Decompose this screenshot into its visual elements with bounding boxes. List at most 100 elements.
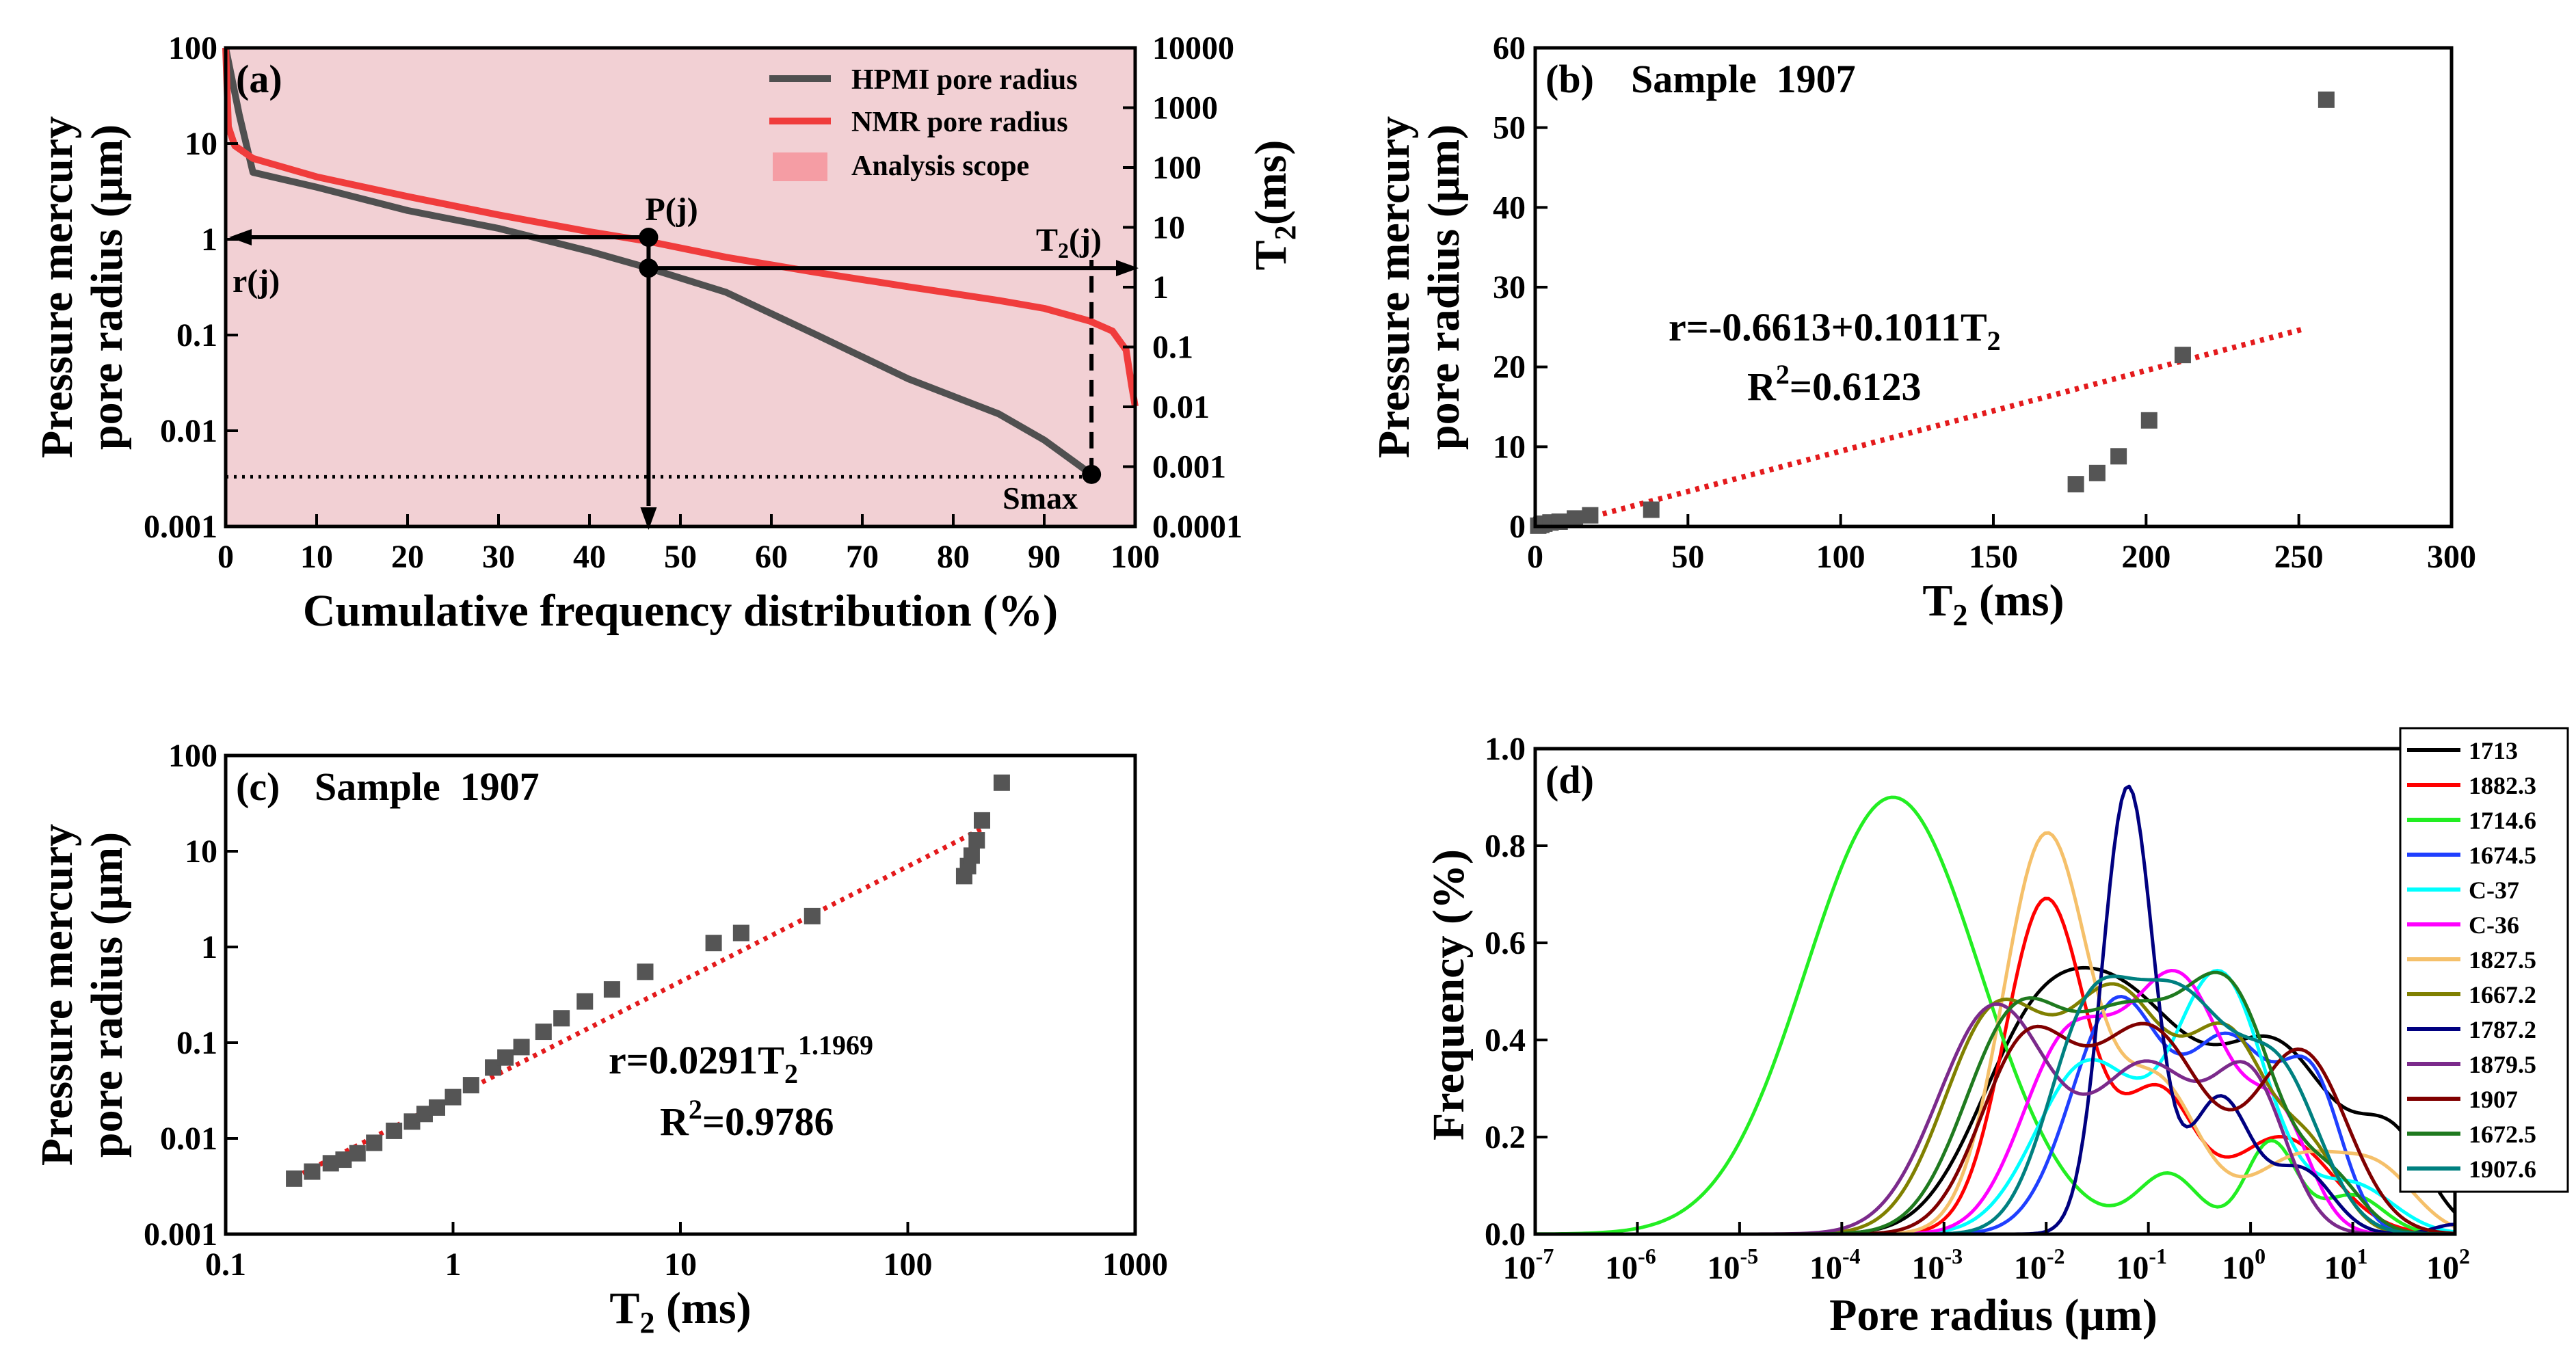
y2-tick-label-a: 10	[1152, 210, 1185, 246]
x-tick-label-a: 70	[846, 539, 879, 575]
x-tick-label-a: 0	[217, 539, 234, 575]
panel-b: 0 50 100 150 200 250 300 0 10 20 30 40 50 60 (b) Samp…	[1369, 30, 2476, 632]
marker-point-1	[639, 258, 659, 278]
x-axis-label-c: T2 (ms)	[609, 1283, 751, 1339]
series-line-1714.6	[1535, 795, 2456, 1236]
y2-tick-label-a: 100	[1152, 150, 1201, 186]
x-tick-label-c: 1	[445, 1246, 462, 1283]
data-point-b	[2067, 476, 2084, 493]
fit-r2-b: R2=0.6123	[1747, 359, 1921, 409]
data-point-c	[974, 812, 991, 829]
x-tick-label-d: 10-4	[1809, 1244, 1861, 1286]
y-tick-label-a: 0.1	[176, 317, 217, 353]
x-tick-label-b: 150	[1969, 539, 2018, 575]
plot-frame-c	[224, 753, 1137, 1236]
y2-tick-label-a: 1	[1152, 269, 1169, 306]
x-tick-label-a: 10	[300, 539, 333, 575]
data-point-c	[732, 924, 749, 941]
data-point-b	[1567, 510, 1584, 527]
x-tick-label-b: 200	[2121, 539, 2170, 575]
legend-a: HPMI pore radius NMR pore radius Analysi…	[769, 64, 1078, 182]
plot-frame-d	[1533, 747, 2457, 1236]
panel-c-label: (c)	[236, 764, 280, 809]
legend-item-analysis-scope: Analysis scope	[851, 150, 1029, 182]
x-tick-label-c: 10	[664, 1246, 697, 1283]
legend-item-1713: 1713	[2469, 737, 2518, 764]
y-axis-label-b-line2: pore radius (μm)	[1419, 124, 1469, 450]
fit-equation-b: r=-0.6613+0.1011T2	[1669, 305, 2001, 356]
legend-item-C-36: C-36	[2469, 911, 2519, 939]
y-tick-label-c: 10	[185, 833, 217, 870]
data-point-c	[968, 832, 985, 849]
legend-item-1787.2: 1787.2	[2469, 1016, 2536, 1043]
x-tick-label-a: 30	[482, 539, 515, 575]
x-tick-label-c: 1000	[1102, 1246, 1168, 1283]
legend-item-nmr: NMR pore radius	[851, 107, 1068, 138]
data-point-c	[705, 935, 722, 952]
panel-b-label: (b)	[1545, 57, 1594, 101]
y2-tick-label-a: 0.1	[1152, 330, 1193, 366]
x-tick-label-d: 10-7	[1503, 1244, 1554, 1286]
y-tick-label-c: 100	[168, 738, 217, 774]
x-tick-label-a: 100	[1111, 539, 1160, 575]
y-tick-label-b: 40	[1493, 189, 1526, 226]
arrow-head-rj	[229, 229, 252, 246]
data-point-c	[429, 1099, 446, 1116]
y-tick-label-c: 0.1	[176, 1025, 217, 1061]
x-tick-label-a: 60	[755, 539, 788, 575]
annotation-smax: Smax	[1002, 481, 1078, 516]
y-axis-label-a-line2: pore radius (μm)	[82, 124, 132, 450]
series-line-hpmi	[222, 47, 1094, 477]
annotation-rj: r(j)	[233, 263, 280, 299]
y-tick-label-c: 0.001	[144, 1216, 217, 1253]
y-tick-label-d: 0.0	[1485, 1216, 1526, 1253]
data-point-b	[2110, 448, 2127, 465]
y-tick-label-c: 0.01	[160, 1121, 217, 1157]
y-tick-label-d: 1.0	[1485, 731, 1526, 767]
x-tick-label-b: 100	[1816, 539, 1865, 575]
panel-d: 10-7 10-6 10-5 10-4 10-3 10-2 10-1 100 101 102 0.0…	[1424, 727, 2569, 1340]
data-point-c	[535, 1024, 552, 1041]
legend-box-d	[2399, 727, 2569, 1193]
data-point-c	[286, 1170, 303, 1187]
data-point-c	[804, 907, 821, 924]
panel-c-title: Sample 1907	[315, 764, 540, 809]
x-tick-label-d: 10-3	[1911, 1244, 1963, 1286]
data-point-c	[386, 1122, 403, 1139]
panel-d-label: (d)	[1545, 758, 1594, 802]
data-point-c	[576, 993, 594, 1010]
x-tick-label-d: 100	[2222, 1244, 2266, 1286]
y-tick-label-c: 1	[201, 929, 217, 965]
y-tick-label-a: 0.001	[144, 509, 217, 545]
y-tick-label-b: 30	[1493, 269, 1526, 306]
legend-item-1879.5: 1879.5	[2469, 1051, 2536, 1078]
y2-tick-label-a: 10000	[1152, 30, 1234, 66]
y-tick-label-d: 0.2	[1485, 1119, 1526, 1156]
legend-item-1827.5: 1827.5	[2469, 946, 2536, 974]
data-point-c	[444, 1088, 462, 1106]
legend-item-1672.5: 1672.5	[2469, 1121, 2536, 1148]
y2-tick-label-a: 0.01	[1152, 389, 1210, 425]
y-tick-label-b: 60	[1493, 30, 1526, 66]
x-tick-label-d: 10-1	[2116, 1244, 2167, 1286]
data-point-c	[993, 774, 1010, 791]
data-point-c	[366, 1134, 383, 1151]
x-axis-label-d: Pore radius (μm)	[1829, 1290, 2157, 1340]
data-point-c	[513, 1039, 530, 1056]
x-tick-label-b: 250	[2274, 539, 2324, 575]
x-tick-label-d: 102	[2426, 1244, 2470, 1286]
data-point-c	[553, 1010, 570, 1027]
data-point-c	[304, 1163, 321, 1180]
y2-axis-label-a: T2(ms)	[1246, 140, 1302, 271]
legend-item-1907.6: 1907.6	[2469, 1156, 2536, 1183]
x-tick-label-d: 101	[2324, 1244, 2368, 1286]
panel-c: 0.1 1 10 100 1000 0.001 0.01 0.1 1 10 100 (c) Samp…	[32, 738, 1168, 1339]
x-tick-label-b: 0	[1527, 539, 1543, 575]
x-tick-label-d: 10-6	[1605, 1244, 1656, 1286]
y2-tick-label-a: 0.0001	[1152, 509, 1243, 545]
x-tick-label-b: 50	[1671, 539, 1704, 575]
x-tick-label-d: 10-5	[1708, 1244, 1759, 1286]
y-axis-label-d: Frequency (%)	[1424, 849, 1474, 1140]
y-tick-label-a: 0.01	[160, 413, 217, 449]
